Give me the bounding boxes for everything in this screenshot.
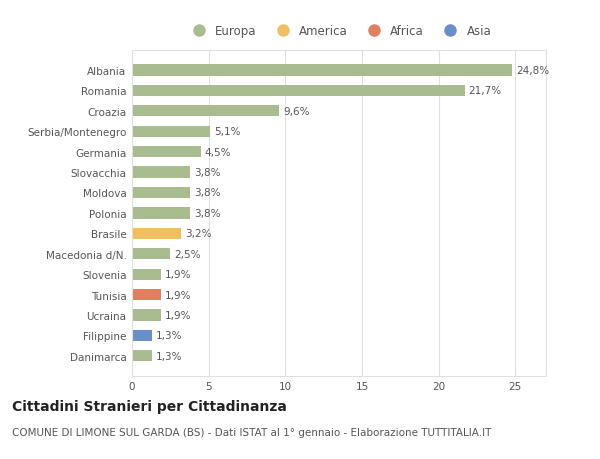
Text: 5,1%: 5,1%	[214, 127, 241, 137]
Bar	[132, 249, 170, 260]
Text: 1,3%: 1,3%	[156, 330, 182, 341]
Text: Cittadini Stranieri per Cittadinanza: Cittadini Stranieri per Cittadinanza	[12, 399, 287, 413]
Text: 24,8%: 24,8%	[516, 66, 549, 76]
Text: 1,9%: 1,9%	[165, 310, 191, 320]
Bar	[132, 269, 161, 280]
Text: 3,8%: 3,8%	[194, 188, 221, 198]
Text: 1,9%: 1,9%	[165, 269, 191, 280]
Bar	[132, 208, 190, 219]
Bar	[132, 65, 512, 77]
Text: 3,8%: 3,8%	[194, 168, 221, 178]
Text: 1,9%: 1,9%	[165, 290, 191, 300]
Text: COMUNE DI LIMONE SUL GARDA (BS) - Dati ISTAT al 1° gennaio - Elaborazione TUTTIT: COMUNE DI LIMONE SUL GARDA (BS) - Dati I…	[12, 427, 491, 437]
Text: 1,3%: 1,3%	[156, 351, 182, 361]
Text: 2,5%: 2,5%	[174, 249, 200, 259]
Bar	[132, 126, 210, 138]
Bar	[132, 106, 279, 117]
Bar	[132, 86, 465, 97]
Text: 4,5%: 4,5%	[205, 147, 232, 157]
Bar	[132, 350, 152, 362]
Bar	[132, 310, 161, 321]
Legend: Europa, America, Africa, Asia: Europa, America, Africa, Asia	[182, 21, 496, 43]
Bar	[132, 330, 152, 341]
Bar	[132, 187, 190, 199]
Text: 21,7%: 21,7%	[469, 86, 502, 96]
Text: 3,8%: 3,8%	[194, 208, 221, 218]
Text: 9,6%: 9,6%	[283, 106, 310, 117]
Bar	[132, 167, 190, 178]
Bar	[132, 289, 161, 301]
Text: 3,2%: 3,2%	[185, 229, 211, 239]
Bar	[132, 147, 201, 158]
Bar	[132, 228, 181, 240]
